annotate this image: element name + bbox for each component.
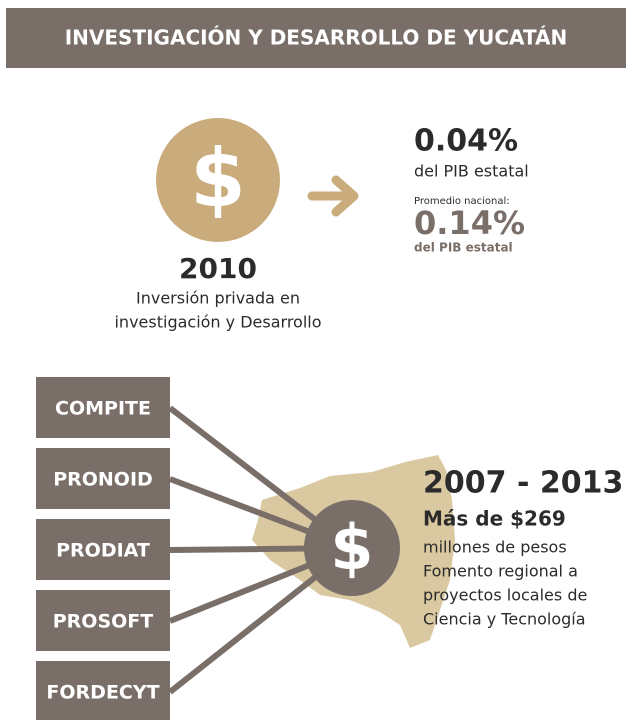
description-line: Ciencia y Tecnología bbox=[423, 610, 586, 629]
money-symbol: $ bbox=[190, 132, 246, 225]
description-line: investigación y Desarrollo bbox=[114, 313, 321, 332]
amount: Más de $269 bbox=[423, 507, 566, 531]
description-line: millones de pesos bbox=[423, 538, 567, 557]
program-label: PRODIAT bbox=[56, 540, 150, 562]
program-label: COMPITE bbox=[55, 398, 151, 420]
national-label: Promedio nacional: bbox=[414, 196, 510, 207]
header-title: INVESTIGACIÓN Y DESARROLLO DE YUCATÁN bbox=[65, 26, 568, 50]
year: 2010 bbox=[179, 252, 257, 285]
description-line: proyectos locales de bbox=[423, 586, 587, 605]
program-box bbox=[36, 590, 170, 651]
money-icon bbox=[156, 118, 280, 242]
program-label: PRONOID bbox=[53, 469, 153, 491]
program-box bbox=[36, 377, 170, 438]
arrow bbox=[307, 175, 359, 217]
state-share: 0.04% bbox=[414, 124, 518, 159]
program-label: FORDECYT bbox=[46, 682, 159, 704]
description-line: Fomento regional a bbox=[423, 562, 578, 581]
state-share-note: del PIB estatal bbox=[414, 162, 529, 181]
program-box bbox=[36, 519, 170, 580]
header-bar bbox=[6, 8, 626, 68]
national-share-note: del PIB estatal bbox=[414, 241, 513, 255]
description-line: Inversión privada en bbox=[136, 289, 300, 308]
program-box bbox=[36, 661, 170, 720]
money-symbol: $ bbox=[330, 511, 373, 584]
money-icon bbox=[304, 500, 400, 596]
period: 2007 - 2013 bbox=[423, 466, 623, 501]
program-box bbox=[36, 448, 170, 509]
national-share: 0.14% bbox=[414, 204, 525, 242]
program-label: PROSOFT bbox=[53, 611, 154, 633]
